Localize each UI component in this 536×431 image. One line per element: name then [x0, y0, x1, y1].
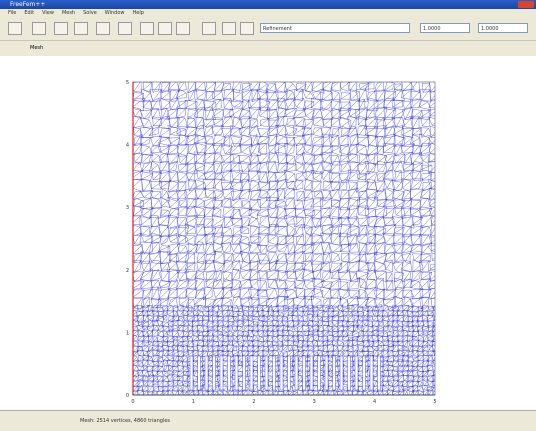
menu-item[interactable]: View	[42, 10, 54, 16]
refined-strip	[220, 356, 223, 390]
refined-strip	[355, 356, 358, 390]
y-tick-label: 5	[126, 80, 129, 86]
refined-strip	[318, 356, 321, 390]
refined-strip	[265, 356, 268, 390]
app-window: {"window": {"title": "FreeFem++", "menu"…	[0, 0, 536, 430]
tool-button[interactable]	[140, 22, 154, 35]
x-tick-label: 3	[313, 399, 316, 405]
y-tick-label: 1	[126, 330, 129, 336]
refined-strip	[213, 356, 216, 390]
refined-strip	[273, 356, 276, 390]
menu-bar: File Edit View Mesh Solve Window Help	[0, 9, 536, 18]
status-text: Mesh: 2514 vertices, 4860 triangles	[80, 418, 170, 424]
tab[interactable]: Mesh	[30, 45, 43, 51]
y-tick-label: 3	[126, 205, 129, 211]
refined-strip	[303, 356, 306, 390]
refined-strip	[348, 356, 351, 390]
refined-strip	[310, 356, 313, 390]
x-tick-label: 4	[373, 399, 376, 405]
x-tick-label: 1	[192, 399, 195, 405]
y-tick-label: 0	[126, 393, 129, 399]
refined-strip	[198, 356, 201, 390]
window-title: FreeFem++	[10, 1, 45, 8]
menu-item[interactable]: Window	[105, 10, 125, 16]
toolbar: Refinement 1.0000 1.0000	[0, 18, 536, 41]
y-tick-label: 4	[126, 143, 129, 149]
status-bar: Mesh: 2514 vertices, 4860 triangles	[0, 410, 536, 431]
menu-item[interactable]: File	[8, 10, 16, 16]
refined-strip	[288, 356, 291, 390]
x-tick-label: 0	[131, 399, 134, 405]
dropdown[interactable]: Refinement	[260, 23, 410, 33]
refined-strip	[190, 356, 193, 390]
refined-strip	[340, 356, 343, 390]
tool-button[interactable]	[158, 22, 172, 35]
menu-item[interactable]: Solve	[83, 10, 97, 16]
menu-item[interactable]: Mesh	[62, 10, 75, 16]
refined-strip	[280, 356, 283, 390]
tool-button[interactable]	[32, 22, 46, 35]
refined-strip	[378, 356, 381, 390]
x-tick-label: 2	[252, 399, 255, 405]
refined-strip	[258, 356, 261, 390]
refined-strip	[235, 356, 238, 390]
refined-strip	[370, 356, 373, 390]
refined-strip	[363, 356, 366, 390]
tool-button[interactable]	[54, 22, 68, 35]
refined-strip	[243, 356, 246, 390]
y-tick-label: 2	[126, 268, 129, 274]
tool-button[interactable]	[8, 22, 22, 35]
menu-item[interactable]: Help	[133, 10, 144, 16]
menu-item[interactable]: Edit	[24, 10, 34, 16]
tool-button[interactable]	[202, 22, 216, 35]
mesh-view: 0 1 2 3 4 5 0 1 2 3 4 5	[0, 56, 536, 410]
x-tick-label: 5	[433, 399, 436, 405]
refined-strip	[228, 356, 231, 390]
refined-strip	[250, 356, 253, 390]
refined-strip	[205, 356, 208, 390]
tool-button[interactable]	[176, 22, 190, 35]
tab-bar: Mesh	[0, 41, 536, 56]
tool-button[interactable]	[96, 22, 110, 35]
refined-strip	[325, 356, 328, 390]
input-field[interactable]: 1.0000	[478, 23, 528, 33]
tool-button[interactable]	[74, 22, 88, 35]
refined-strip	[333, 356, 336, 390]
input-field[interactable]: 1.0000	[420, 23, 470, 33]
title-bar: FreeFem++	[0, 0, 536, 9]
tool-button[interactable]	[240, 22, 254, 35]
refined-strip	[295, 356, 298, 390]
close-button[interactable]	[518, 1, 534, 8]
tool-button[interactable]	[118, 22, 132, 35]
tool-button[interactable]	[222, 22, 236, 35]
